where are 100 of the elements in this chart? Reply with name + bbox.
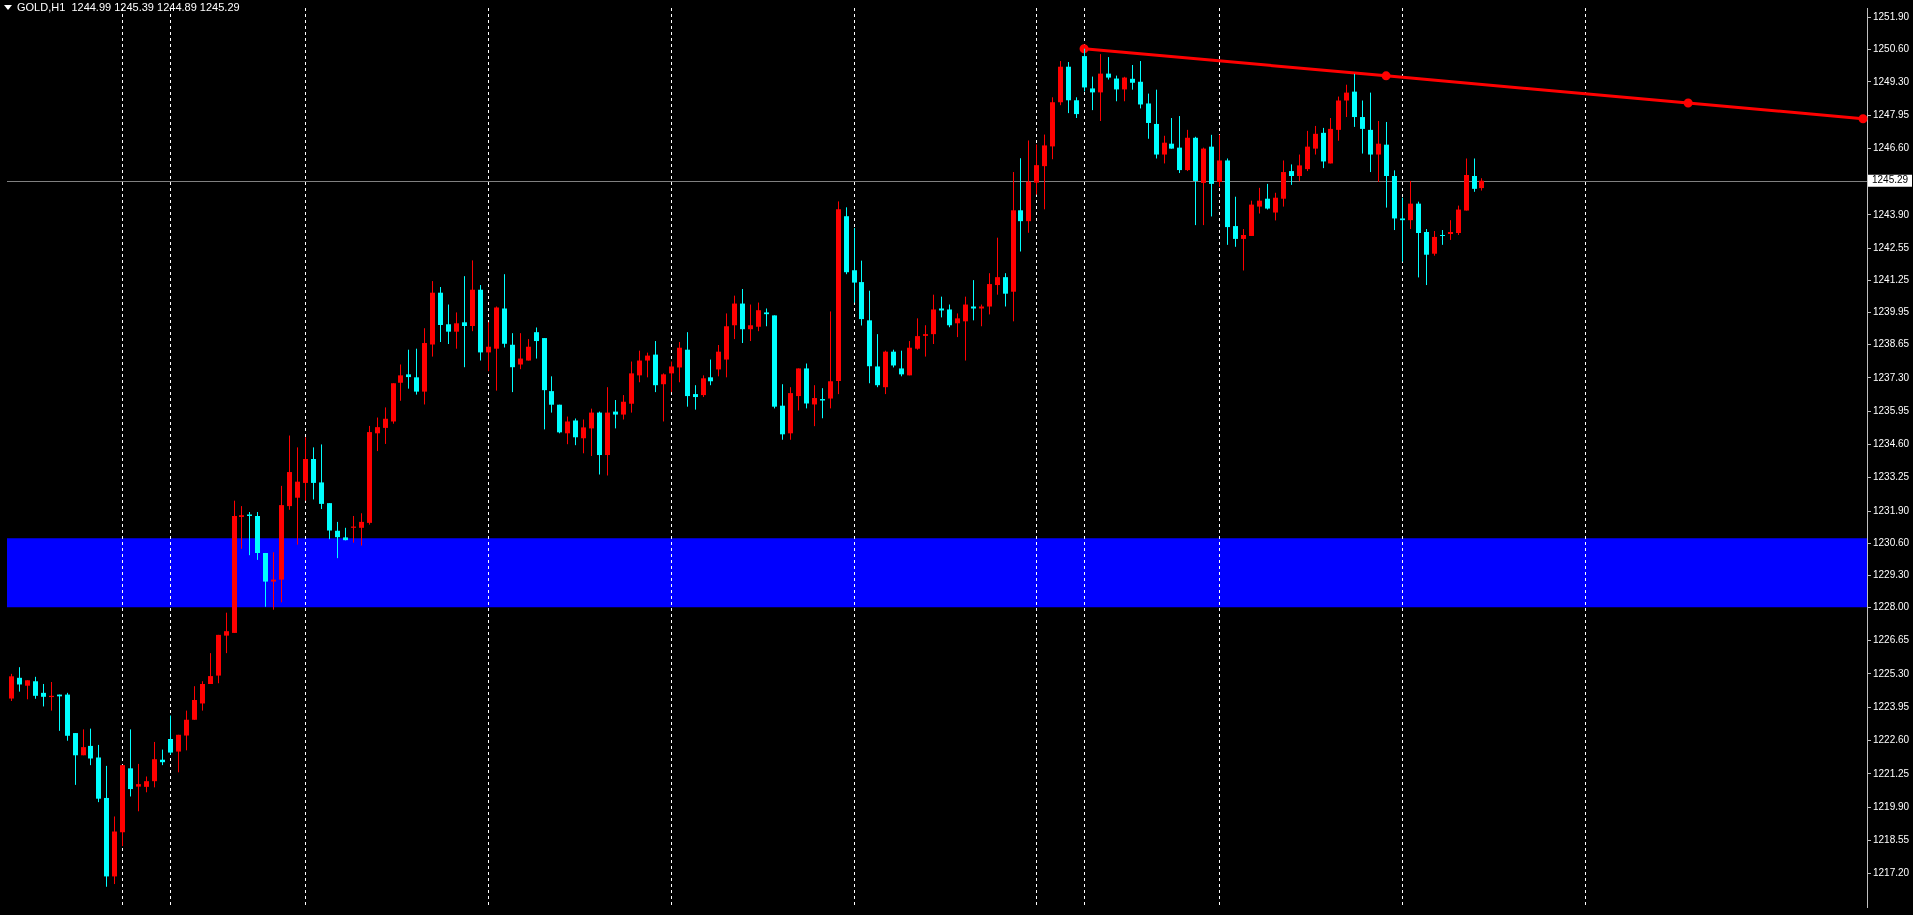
candlestick xyxy=(1265,183,1270,211)
candlestick xyxy=(200,680,205,712)
y-tick-label: 1243.90 xyxy=(1873,208,1910,220)
y-tick-label: 1249.30 xyxy=(1873,75,1910,87)
candlestick xyxy=(414,348,419,396)
candlestick xyxy=(947,304,952,328)
y-tick-label: 1225.30 xyxy=(1873,667,1910,679)
candlestick xyxy=(1090,76,1095,111)
candlestick xyxy=(81,728,86,756)
candlestick xyxy=(1472,157,1477,193)
candlestick xyxy=(1344,84,1349,118)
candlestick xyxy=(224,612,229,654)
candlestick xyxy=(549,375,554,414)
candlestick xyxy=(303,436,308,502)
y-tick-label: 1247.95 xyxy=(1873,108,1910,120)
candlestick xyxy=(25,679,30,700)
candlestick xyxy=(939,296,944,318)
candlestick xyxy=(852,227,857,304)
candlestick xyxy=(828,310,833,409)
point xyxy=(1381,71,1391,81)
candlestick xyxy=(693,384,698,411)
candlestick xyxy=(176,734,181,773)
y-tick-label: 1230.60 xyxy=(1873,536,1910,548)
point xyxy=(1858,114,1868,124)
candlestick xyxy=(820,387,825,419)
candlestick xyxy=(1106,56,1111,81)
candlestick xyxy=(1177,115,1182,174)
candlestick xyxy=(1138,60,1143,109)
candlestick xyxy=(398,363,403,402)
candlestick xyxy=(708,359,713,386)
candlestick xyxy=(17,666,22,693)
y-tick-label: 1222.60 xyxy=(1873,734,1910,746)
candlestick xyxy=(589,408,594,457)
candlestick xyxy=(335,521,340,559)
candlestick xyxy=(454,311,459,350)
candlestick xyxy=(534,326,539,360)
y-tick-label: 1251.90 xyxy=(1873,11,1910,23)
candlestick xyxy=(184,710,189,751)
candlestick xyxy=(295,446,300,546)
candlestick xyxy=(1305,130,1310,172)
y-tick-label: 1233.25 xyxy=(1873,471,1910,483)
candlestick xyxy=(152,741,157,788)
candlestick xyxy=(1162,135,1167,164)
candlestick xyxy=(1114,75,1119,102)
y-tick-label: 1242.55 xyxy=(1873,242,1910,254)
y-tick-label: 1217.20 xyxy=(1873,867,1910,879)
candlestick xyxy=(1297,154,1302,182)
y-tick-label: 1228.00 xyxy=(1873,601,1910,612)
candlestick xyxy=(33,676,38,700)
candlestick xyxy=(899,350,904,377)
candlestick xyxy=(406,349,411,390)
candlestick xyxy=(732,295,737,340)
y-tick-label: 1239.95 xyxy=(1873,306,1910,318)
y-tick-label: 1218.55 xyxy=(1873,834,1910,846)
candlestick xyxy=(661,372,666,422)
chart-title: GOLD,H1 1244.99 1245.39 1244.89 1245.29 xyxy=(17,1,240,13)
candlestick xyxy=(1018,157,1023,252)
candlestick xyxy=(319,443,324,510)
y-tick-label: 1234.60 xyxy=(1873,438,1910,450)
y-tick-label: 1237.30 xyxy=(1873,371,1910,383)
candlestick xyxy=(1003,272,1008,308)
candlestick xyxy=(1424,228,1429,286)
candlestick xyxy=(1130,64,1135,91)
candlestick xyxy=(621,394,626,421)
candlestick xyxy=(1289,163,1294,186)
y-tick-label: 1246.60 xyxy=(1873,142,1910,154)
y-tick-label: 1250.60 xyxy=(1873,43,1910,55)
candlestick xyxy=(1313,125,1318,156)
candlestick xyxy=(383,406,388,445)
candlestick xyxy=(875,333,880,388)
y-tick-label: 1238.65 xyxy=(1873,338,1910,350)
point xyxy=(1683,98,1693,108)
candlestick xyxy=(812,384,817,427)
candlestick xyxy=(963,296,968,362)
candlestick xyxy=(645,352,650,378)
y-tick-label: 1219.90 xyxy=(1873,800,1910,812)
candlestick xyxy=(915,317,920,351)
candlestick xyxy=(9,673,14,702)
ref-line-label: 1245.29 xyxy=(1872,174,1909,186)
candlestick xyxy=(526,338,531,362)
candlestick xyxy=(208,652,213,685)
candlestick xyxy=(128,728,133,797)
y-tick-label: 1229.30 xyxy=(1873,568,1910,580)
candlestick xyxy=(1233,196,1238,248)
candlestick xyxy=(1408,180,1413,230)
candlestick xyxy=(359,512,364,547)
candlestick xyxy=(1122,76,1127,102)
candlestick xyxy=(1169,117,1174,150)
candlestick xyxy=(239,505,244,550)
candlestick xyxy=(311,446,316,500)
candlestick xyxy=(510,332,515,393)
y-tick-label: 1223.95 xyxy=(1873,700,1910,712)
candlestick xyxy=(581,419,586,454)
candlestick xyxy=(955,312,960,338)
candlestick xyxy=(748,304,753,342)
candlestick xyxy=(271,551,276,611)
candlestick xyxy=(88,728,93,766)
candlestick xyxy=(995,237,1000,296)
candlestick xyxy=(1360,100,1365,155)
y-tick-label: 1235.95 xyxy=(1873,404,1910,416)
